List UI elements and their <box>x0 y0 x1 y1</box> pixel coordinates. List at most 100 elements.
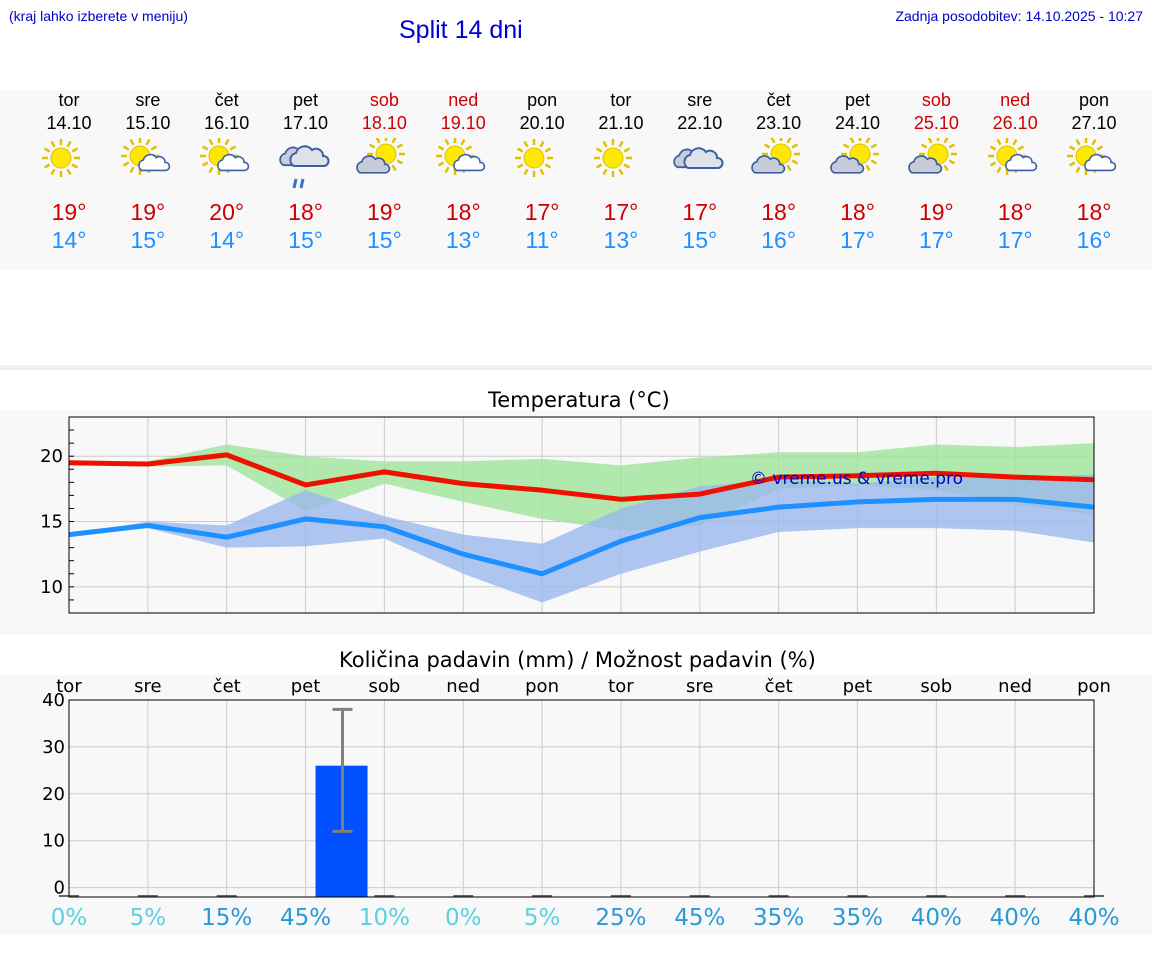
min-temperature: 11° <box>525 227 559 253</box>
max-range-band <box>69 443 1094 531</box>
precipitation-day-label: sre <box>134 676 162 697</box>
day-name: tor <box>58 90 80 110</box>
watermark: © vreme.us & vreme.pro <box>750 469 963 489</box>
sun-icon <box>42 139 80 177</box>
sun-cloud-icon <box>988 138 1038 175</box>
temperature-chart: 10 15 20 © vreme.us & vreme.pro <box>40 416 1095 614</box>
min-temperature: 17° <box>840 227 875 253</box>
precipitation-day-label: čet <box>212 676 241 697</box>
day-date: 27.10 <box>1071 113 1117 133</box>
temperature-chart-title: Temperatura (°C) <box>488 388 670 412</box>
y-tick-label: 20 <box>40 446 63 467</box>
y-tick-label: 10 <box>42 831 65 852</box>
y-tick-label: 10 <box>40 577 63 598</box>
max-temperature: 20° <box>209 199 245 225</box>
day-date: 18.10 <box>361 113 407 133</box>
precipitation-day-label: pon <box>525 676 559 697</box>
max-temperature: 18° <box>445 199 481 225</box>
min-range-band <box>69 474 1094 603</box>
min-temperature: 16° <box>761 227 797 253</box>
max-temperature: 19° <box>367 199 402 225</box>
divider <box>0 365 1152 370</box>
day-name: pon <box>1079 90 1110 110</box>
forecast-band <box>0 90 1152 270</box>
day-date: 21.10 <box>598 113 644 133</box>
min-temperature: 15° <box>288 227 323 253</box>
sun-cloud-icon <box>199 138 249 175</box>
min-temperature: 15° <box>682 227 718 253</box>
cloud-sun-icon <box>829 138 879 174</box>
day-name: pet <box>844 90 871 110</box>
min-temperature: 16° <box>1076 227 1112 253</box>
day-date: 16.10 <box>204 113 250 133</box>
day-date: 23.10 <box>756 113 802 133</box>
precipitation-probability: 40% <box>910 905 962 931</box>
day-name: sob <box>369 90 399 110</box>
precipitation-day-label: tor <box>608 676 634 697</box>
precipitation-day-label: sre <box>686 676 714 697</box>
precipitation-probability: 35% <box>753 905 805 931</box>
cloud-sun-icon <box>356 138 406 174</box>
last-updated: Zadnja posodobitev: 14.10.2025 - 10:27 <box>895 8 1143 24</box>
day-name: tor <box>610 90 632 110</box>
day-date: 22.10 <box>677 113 723 133</box>
day-date: 20.10 <box>519 113 565 133</box>
precipitation-plot-area <box>69 700 1094 897</box>
sun-cloud-icon <box>1067 138 1117 175</box>
day-date: 15.10 <box>125 113 171 133</box>
precipitation-day-label: pon <box>1077 676 1111 697</box>
precipitation-chart-title: Količina padavin (mm) / Možnost padavin … <box>339 648 816 672</box>
precipitation-day-label: tor <box>56 676 82 697</box>
precipitation-probability: 5% <box>523 905 561 931</box>
max-temperature: 19° <box>51 199 87 225</box>
day-name: sob <box>921 90 951 110</box>
day-date: 17.10 <box>283 113 329 133</box>
max-temperature: 18° <box>840 199 875 225</box>
day-name: pon <box>527 90 558 110</box>
precipitation-day-label: sob <box>368 676 401 697</box>
day-name: ned <box>448 90 479 110</box>
day-date: 26.10 <box>992 113 1038 133</box>
max-temperature: 18° <box>1076 199 1112 225</box>
day-name: ned <box>1000 90 1031 110</box>
precipitation-day-label: pet <box>842 676 873 697</box>
precipitation-probability: 5% <box>129 905 167 931</box>
y-tick-label: 30 <box>42 737 65 758</box>
day-name: sre <box>687 90 713 110</box>
precipitation-day-label: sob <box>920 676 953 697</box>
min-temperature: 17° <box>997 227 1033 253</box>
y-tick-label: 0 <box>54 878 65 899</box>
precipitation-probability: 45% <box>674 905 726 931</box>
sun-icon <box>593 139 632 177</box>
precipitation-probability: 0% <box>444 905 482 931</box>
page-title: Split 14 dni <box>399 16 523 44</box>
precipitation-probability: 40% <box>1068 905 1120 931</box>
max-temperature: 19° <box>130 199 166 225</box>
sun-icon <box>515 139 554 177</box>
min-temperature-line <box>68 496 1095 577</box>
min-temperature: 15° <box>130 227 166 253</box>
y-tick-label: 15 <box>40 512 63 533</box>
precipitation-day-label: čet <box>764 676 793 697</box>
day-name: čet <box>214 90 239 110</box>
max-temperature-line <box>68 452 1095 502</box>
day-date: 25.10 <box>913 113 959 133</box>
day-date: 24.10 <box>834 113 881 133</box>
max-temperature: 17° <box>524 199 560 225</box>
temperature-plot-frame <box>68 416 1095 614</box>
max-temperature: 19° <box>918 199 954 225</box>
max-temperature: 17° <box>682 199 718 225</box>
min-temperature: 17° <box>918 227 954 253</box>
min-temperature: 15° <box>367 227 402 253</box>
day-date: 14.10 <box>46 113 92 133</box>
precipitation-probability: 15% <box>201 905 253 931</box>
min-temperature: 13° <box>445 227 481 253</box>
precipitation-probability: 0% <box>50 905 88 931</box>
sun-cloud-icon <box>436 138 486 175</box>
precipitation-probability: 25% <box>595 905 647 931</box>
max-temperature: 17° <box>603 199 639 225</box>
precipitation-day-label: ned <box>446 676 481 697</box>
precipitation-plot-frame <box>68 699 1095 898</box>
min-temperature: 14° <box>51 227 87 253</box>
